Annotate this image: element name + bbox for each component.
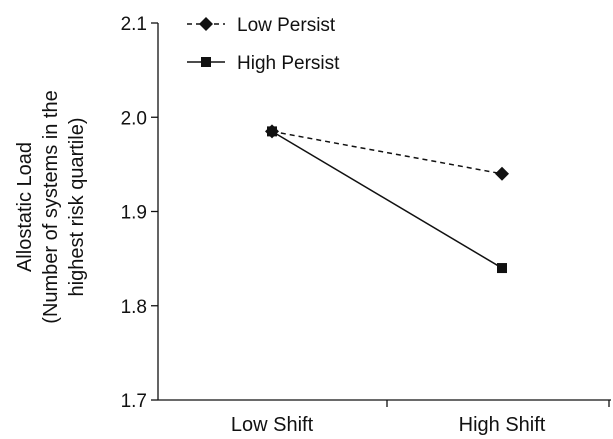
axes [157,23,611,401]
series-low-persist [265,124,509,181]
diamond-marker [495,166,509,181]
y-axis-title-line: Allostatic Load [14,142,36,272]
x-category-label: Low Shift [231,414,314,436]
legend-diamond-marker [199,17,213,31]
y-axis-ticks: 1.7 1.8 1.9 2.0 2.1 [121,14,158,412]
legend-label: High Persist [237,53,340,74]
x-category-label: High Shift [459,414,546,436]
legend: Low Persist High Persist [187,15,340,74]
y-axis-title: Allostatic Load (Number of systems in the… [14,90,88,323]
y-axis-title-line: highest risk quartile) [66,118,88,297]
y-tick-label: 2.0 [121,108,147,129]
series-high-persist [267,126,507,274]
y-tick-label: 1.9 [121,203,147,224]
series-line [271,130,503,175]
square-marker [497,263,507,274]
y-axis-title-line: (Number of systems in the [40,90,62,323]
diamond-marker [265,124,279,139]
series-line [271,130,503,269]
series-layer [265,124,509,274]
legend-label: Low Persist [237,15,336,36]
y-tick-label: 1.7 [121,391,147,412]
legend-item: High Persist [187,53,340,74]
legend-square-marker [201,57,211,67]
y-tick-label: 1.8 [121,297,147,318]
y-tick-label: 2.1 [121,14,147,35]
legend-item: Low Persist [187,15,336,36]
x-axis-ticks: Low Shift High Shift [231,400,610,436]
